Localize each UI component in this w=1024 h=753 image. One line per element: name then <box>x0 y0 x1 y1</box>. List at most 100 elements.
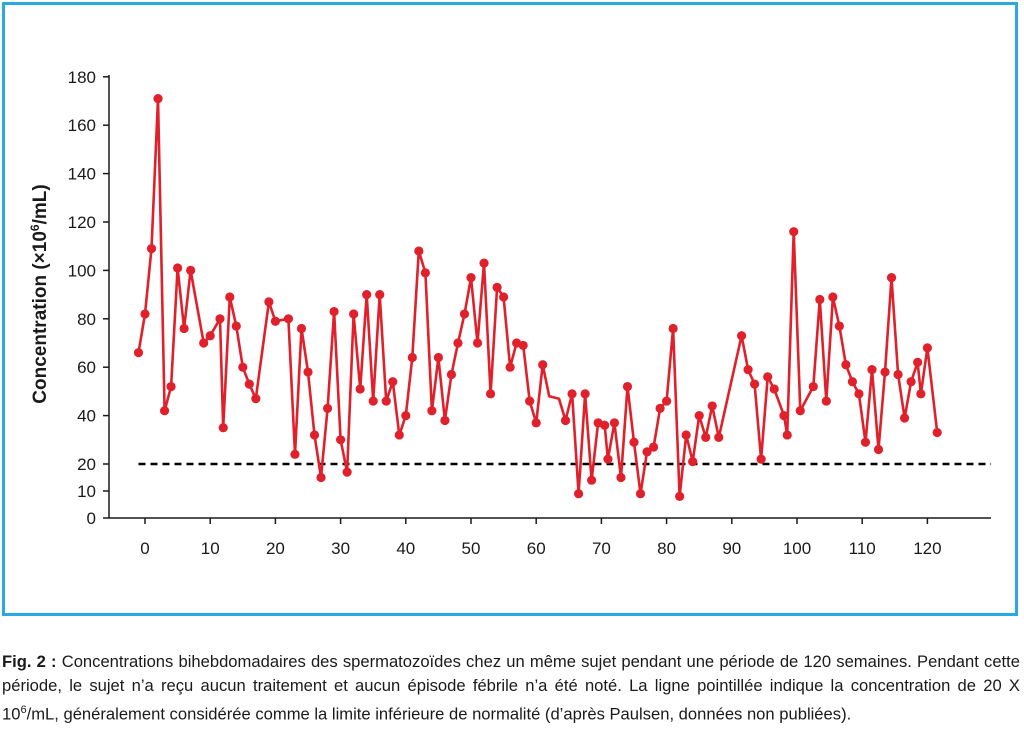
data-point <box>763 372 773 382</box>
data-point <box>159 406 170 416</box>
data-point <box>381 396 391 406</box>
data-point <box>573 489 584 499</box>
data-point <box>342 467 352 477</box>
data-point <box>834 321 844 331</box>
data-point <box>316 472 326 483</box>
data-point <box>146 244 157 254</box>
data-point <box>133 348 144 358</box>
data-point <box>531 418 541 428</box>
figure-caption: Fig. 2 : Concentrations bihebdomadaires … <box>2 650 1020 727</box>
data-point <box>518 340 528 351</box>
x-tick-label: 30 <box>331 539 350 558</box>
data-point <box>140 309 150 319</box>
data-point <box>401 411 411 421</box>
x-tick-label: 90 <box>722 539 741 558</box>
y-tick-label: 120 <box>68 213 96 232</box>
data-point <box>453 338 463 348</box>
data-point <box>283 314 294 324</box>
data-point <box>662 396 672 406</box>
data-point <box>642 447 652 457</box>
data-point <box>466 273 476 283</box>
y-tick-label: 140 <box>68 165 96 184</box>
data-point <box>841 360 851 370</box>
data-point <box>215 314 225 324</box>
caption-label: Fig. 2 : <box>2 652 57 671</box>
data-point <box>322 403 333 413</box>
data-point <box>688 456 698 467</box>
data-point <box>714 432 724 442</box>
x-tick-label: 80 <box>657 539 676 558</box>
y-tick-label: 80 <box>77 310 96 329</box>
data-point <box>296 323 307 334</box>
data-point <box>880 367 890 377</box>
chart-frame: Concentration (×106/mL) 0 10 20 40 60 80 100 12… <box>2 2 1018 616</box>
data-point <box>828 292 838 302</box>
x-tick-label: 20 <box>266 539 285 558</box>
data-point <box>795 406 805 416</box>
data-point <box>499 292 509 302</box>
data-point <box>244 379 254 389</box>
data-point <box>355 384 365 394</box>
x-tick-label: 110 <box>849 539 876 558</box>
data-point <box>913 357 923 367</box>
data-point <box>873 444 884 455</box>
data-point <box>485 389 496 399</box>
x-tick-label: 100 <box>783 539 811 558</box>
data-point <box>756 454 766 464</box>
data-point <box>329 306 339 317</box>
data-point <box>388 377 398 387</box>
line-chart: Concentration (×106/mL) 0102040608010012… <box>28 68 991 558</box>
data-point <box>622 381 633 392</box>
series-group <box>133 93 942 501</box>
caption-text-1: Concentrations bihebdomadaires des sperm… <box>2 652 1021 724</box>
data-point <box>525 396 535 406</box>
y-tick-label: 60 <box>77 358 96 377</box>
x-tick-label: 60 <box>527 539 546 558</box>
data-point <box>899 413 910 423</box>
data-point <box>707 401 717 411</box>
data-point <box>505 362 515 372</box>
y-tick-label: 180 <box>68 68 96 87</box>
data-point <box>815 294 825 305</box>
svg-text:Concentration (×106/mL): Concentration (×106/mL) <box>28 184 51 403</box>
y-axis-label-exponent: 6 <box>28 224 42 231</box>
data-point <box>264 297 274 307</box>
data-point <box>587 475 597 485</box>
data-point <box>290 449 300 459</box>
y-tick-label: 100 <box>68 261 96 280</box>
x-tick-label: 70 <box>592 539 611 558</box>
data-point <box>492 282 502 292</box>
data-point <box>479 258 489 268</box>
data-point <box>225 292 235 302</box>
data-point <box>179 323 189 334</box>
data-point <box>609 418 620 428</box>
y-axis-label-unit: /mL) <box>30 184 51 224</box>
x-tick-label: 120 <box>913 539 941 558</box>
data-point <box>681 430 691 440</box>
data-point <box>668 323 678 334</box>
data-point <box>440 415 450 426</box>
data-point <box>580 389 590 399</box>
data-point <box>701 432 711 442</box>
data-point <box>560 415 571 426</box>
y-tick-label: 160 <box>68 116 96 135</box>
data-point <box>886 273 897 283</box>
data-point <box>779 411 789 421</box>
x-tick-label: 50 <box>462 539 481 558</box>
data-point <box>309 430 320 440</box>
caption-text-2: /mL, généralement considérée comme la li… <box>26 704 852 724</box>
data-point <box>173 263 183 273</box>
data-point <box>414 246 424 256</box>
data-point <box>635 489 646 499</box>
data-point <box>459 309 470 319</box>
data-point <box>375 290 385 300</box>
data-point <box>893 369 903 380</box>
data-point <box>186 265 196 275</box>
data-point <box>433 352 443 363</box>
y-axis-label-main: Concentration (×10 <box>30 231 51 404</box>
caption-exponent: 6 <box>20 704 27 716</box>
data-point <box>867 365 877 375</box>
data-point <box>368 396 378 406</box>
data-point <box>600 420 610 430</box>
data-point <box>472 338 483 348</box>
